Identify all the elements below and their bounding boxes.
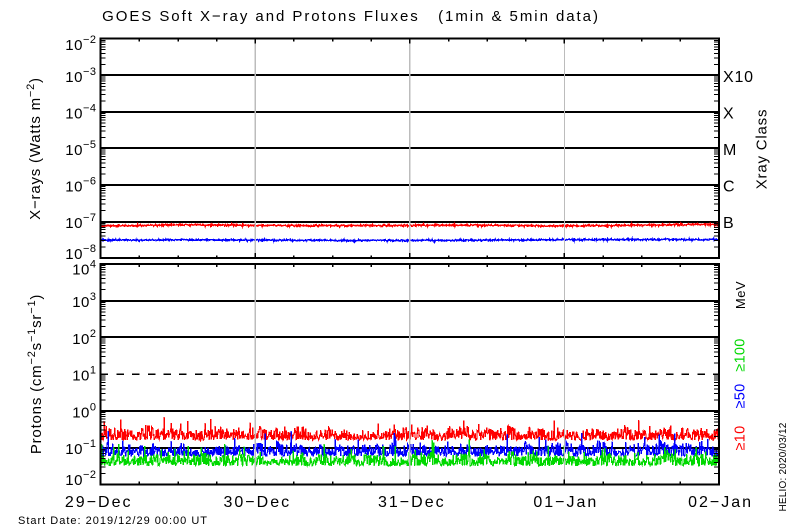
svg-text:02−Jan: 02−Jan xyxy=(688,494,753,511)
svg-text:M: M xyxy=(723,142,737,159)
svg-text:HELIO: 2020/03/12: HELIO: 2020/03/12 xyxy=(778,422,789,511)
svg-text:Protons (cm−2s−1sr−1): Protons (cm−2s−1sr−1) xyxy=(26,294,45,454)
svg-text:29−Dec: 29−Dec xyxy=(65,494,133,511)
svg-text:B: B xyxy=(723,215,734,232)
svg-text:≥50: ≥50 xyxy=(733,384,749,409)
svg-text:≥100: ≥100 xyxy=(733,338,749,371)
svg-text:X−rays (Watts m−2): X−rays (Watts m−2) xyxy=(25,77,44,220)
svg-text:X10: X10 xyxy=(723,69,754,86)
svg-text:30−Dec: 30−Dec xyxy=(224,494,292,511)
svg-text:31−Dec: 31−Dec xyxy=(378,494,446,511)
svg-text:MeV: MeV xyxy=(733,281,748,309)
svg-text:X: X xyxy=(723,105,734,122)
svg-text:GOES Soft X−ray and Protons Fl: GOES Soft X−ray and Protons Fluxes (1min… xyxy=(102,8,600,25)
svg-text:Start Date: 2019/12/29 00:00 U: Start Date: 2019/12/29 00:00 UT xyxy=(18,515,208,527)
svg-text:01−Jan: 01−Jan xyxy=(533,494,598,511)
svg-text:C: C xyxy=(723,179,735,196)
svg-text:Xray Class: Xray Class xyxy=(754,109,771,190)
svg-text:≥10: ≥10 xyxy=(733,426,749,451)
